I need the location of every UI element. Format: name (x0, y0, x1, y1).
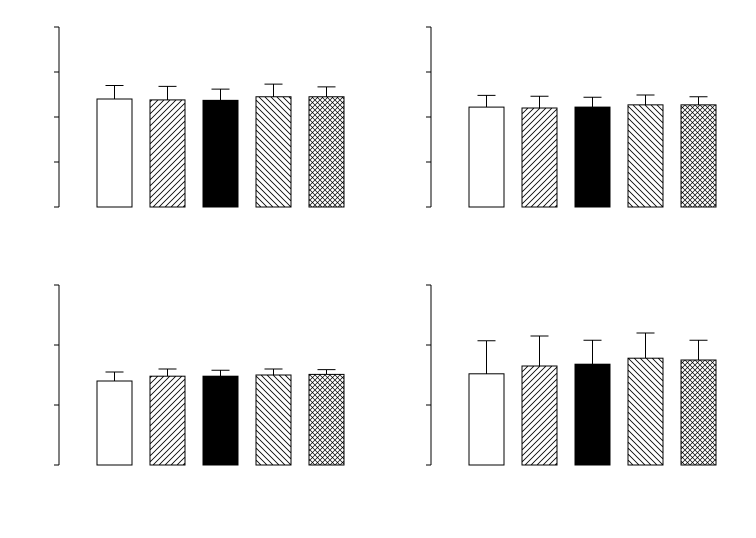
bar-2 (521, 365, 558, 466)
bar-1 (96, 380, 133, 466)
bar-5 (680, 104, 717, 208)
chart-panel-3 (54, 284, 345, 466)
chart-panel-4 (426, 284, 717, 466)
bar-2 (149, 375, 186, 466)
bar-3 (202, 99, 239, 208)
bar-4 (255, 374, 292, 466)
chart-panel-2 (426, 26, 717, 208)
chart-panel-1 (54, 26, 345, 208)
bar-4 (255, 96, 292, 208)
bar-5 (308, 373, 345, 466)
bar-1 (468, 373, 505, 466)
bar-1 (468, 106, 505, 208)
bar-2 (521, 107, 558, 208)
bar-4 (627, 104, 664, 208)
bar-1 (96, 98, 133, 208)
bar-2 (149, 99, 186, 208)
bar-3 (574, 106, 611, 208)
bar-5 (680, 359, 717, 466)
bar-3 (202, 375, 239, 466)
bar-3 (574, 363, 611, 466)
bar-5 (308, 96, 345, 208)
bar-4 (627, 357, 664, 466)
